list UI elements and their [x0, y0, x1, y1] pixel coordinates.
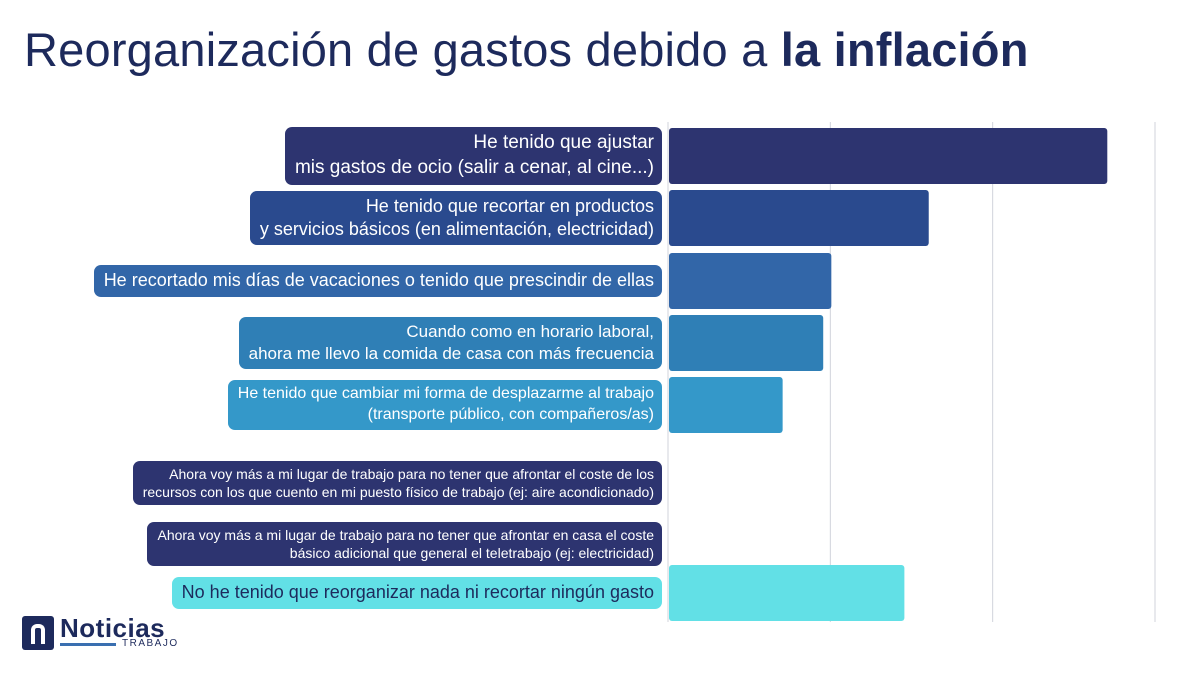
category-label-line: mis gastos de ocio (salir a cenar, al ci…	[294, 156, 654, 178]
logo-name: Noticias	[60, 613, 166, 643]
category-label-line: He tenido que recortar en productos	[365, 195, 654, 216]
category-label-line: No he tenido que reorganizar nada ni rec…	[181, 582, 654, 603]
category-label-line: Ahora voy más a mi lugar de trabajo para…	[169, 465, 654, 482]
title-bold: la inflación	[780, 23, 1029, 76]
category-label-line: básico adicional que general el teletrab…	[289, 544, 654, 561]
category-label-line: recursos con los que cuento en mi puesto…	[142, 483, 654, 500]
logo-underline	[60, 643, 116, 646]
category-label-line: He recortado mis días de vacaciones o te…	[103, 270, 654, 291]
category-label-3: He recortado mis días de vacaciones o te…	[93, 265, 662, 297]
title-regular: Reorganización de gastos debido a	[24, 23, 781, 76]
category-label-line: Ahora voy más a mi lugar de trabajo para…	[157, 526, 654, 543]
bar-2	[669, 190, 929, 246]
category-label-4: Cuando como en horario laboral, ahora me …	[238, 316, 662, 370]
bar-1	[669, 128, 1108, 184]
category-label-line: He tenido que ajustar	[473, 132, 654, 154]
category-label-2: He tenido que recortar en productos y ser…	[249, 190, 662, 246]
category-label-line: He tenido que cambiar mi forma de despla…	[237, 385, 654, 403]
category-label-5: He tenido que cambiar mi forma de despla…	[227, 380, 662, 430]
noticias-trabajo-logo: Noticias TRABAJO	[22, 613, 177, 656]
category-label-8: No he tenido que reorganizar nada ni rec…	[171, 577, 662, 609]
category-label-7: Ahora voy más a mi lugar de trabajo para…	[147, 521, 662, 567]
category-label-6: Ahora voy más a mi lugar de trabajo para…	[132, 460, 662, 506]
bar-8	[669, 565, 905, 621]
chart-title: Reorganización de gastos debido a la inf…	[24, 22, 1029, 77]
logo-n-icon	[22, 616, 54, 650]
category-label-line: y servicios básicos (en alimentación, el…	[259, 218, 654, 239]
category-label-1: He tenido que ajustar mis gastos de ocio …	[284, 127, 662, 185]
bar-5	[669, 377, 783, 433]
logo-subtitle: TRABAJO	[122, 638, 179, 649]
category-label-line: Cuando como en horario laboral,	[406, 321, 654, 341]
bar-3	[669, 253, 832, 309]
category-label-line: ahora me llevo la comida de casa con más…	[248, 343, 654, 363]
bar-4	[669, 315, 824, 371]
category-label-line: (transporte público, con compañeros/as)	[367, 405, 654, 423]
